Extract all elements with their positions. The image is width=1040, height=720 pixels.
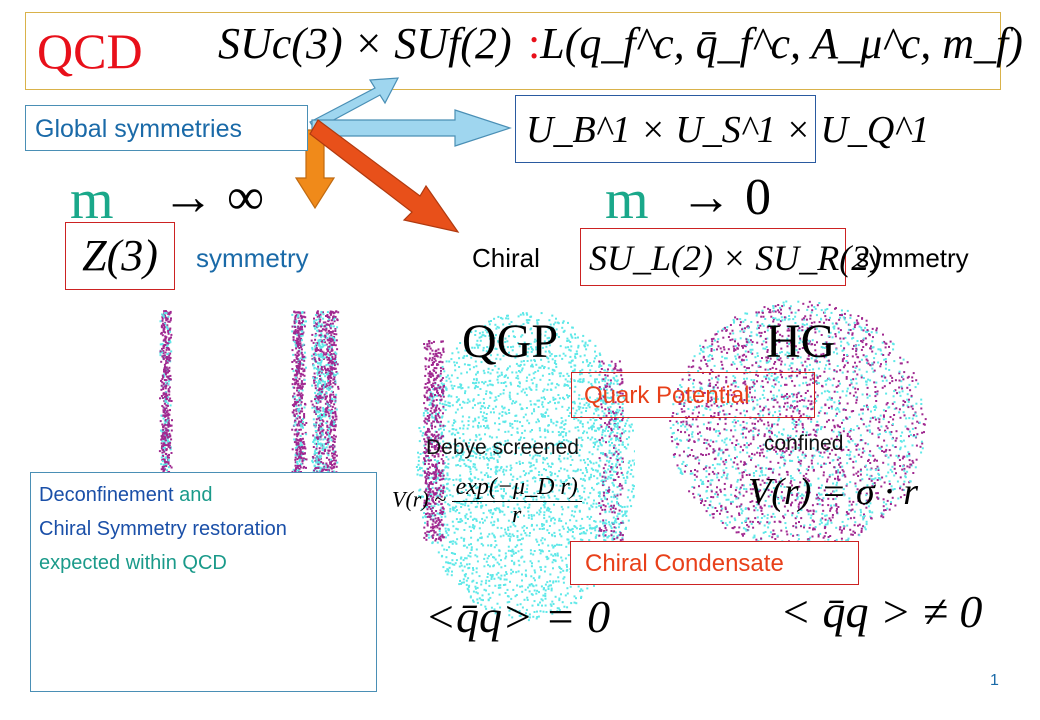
qgp-particle-scatter-image	[415, 312, 635, 622]
qcd-symmetry-group: SUc(3) × SUf(2)	[218, 19, 512, 68]
debye-formula-numerator: exp(−μ_D r)	[451, 474, 582, 502]
red-orange-arrow-diagonal-icon	[309, 119, 460, 233]
deconfinement-line: Deconfinement and	[39, 483, 368, 507]
hg-label: HG	[766, 315, 836, 368]
z3-symmetry-box: Z(3)	[65, 222, 175, 290]
debye-formula-lhs: V(r) ~	[392, 486, 447, 512]
lagrangian-formula: :L(q_f^c, q̄_f^c, A_μ^c, m_f)	[528, 18, 1023, 69]
condensate-qgp-formula: <q̄q> = 0	[425, 591, 611, 642]
symmetry-label-left: symmetry	[196, 243, 309, 273]
mass-symbol-left: m	[70, 169, 114, 231]
qgp-label: QGP	[462, 315, 559, 368]
symmetry-label-right: symmetry	[856, 243, 969, 273]
deconfinement-word: Deconfinement	[39, 484, 174, 506]
debye-formula-fraction: exp(−μ_D r) r	[451, 474, 582, 529]
limit-to-zero: → 0	[680, 169, 771, 226]
chiral-restoration-line: Chiral Symmetry restoration	[39, 518, 287, 540]
confined-label: confined	[764, 432, 844, 455]
chiral-condensate-label: Chiral Condensate	[570, 541, 859, 585]
deconfinement-note-box: Deconfinement and Chiral Symmetry restor…	[30, 472, 377, 692]
title-bar	[25, 12, 1001, 90]
lagrangian-colon: :	[528, 19, 541, 68]
global-symmetries-label: Global symmetries	[25, 105, 308, 151]
expected-line: expected within QCD	[39, 552, 227, 574]
debye-screened-label: Debye screened	[426, 436, 579, 459]
chiral-group-box: SU_L(2) × SU_R(2)	[580, 228, 881, 286]
chiral-label: Chiral	[472, 243, 540, 273]
condensate-hg-formula: < q̄q > ≠ 0	[780, 586, 983, 637]
lagrangian-expression: L(q_f^c, q̄_f^c, A_μ^c, m_f)	[540, 19, 1023, 68]
limit-to-infinity: → ∞	[162, 169, 265, 226]
and-word: and	[173, 484, 213, 506]
hg-particle-scatter-image	[669, 300, 927, 552]
slide-title: QCD	[37, 23, 143, 79]
mass-symbol-right: m	[605, 169, 649, 231]
quark-potential-label: Quark Potential	[571, 372, 815, 418]
u1-symmetries-box: U_B^1 × U_S^1 × U_Q^1	[515, 95, 929, 163]
debye-potential-formula: V(r) ~ exp(−μ_D r) r	[392, 474, 582, 529]
confined-potential-formula: V(r) = σ · r	[748, 471, 918, 513]
debye-formula-denominator: r	[511, 502, 522, 528]
page-number: 1	[990, 672, 999, 689]
